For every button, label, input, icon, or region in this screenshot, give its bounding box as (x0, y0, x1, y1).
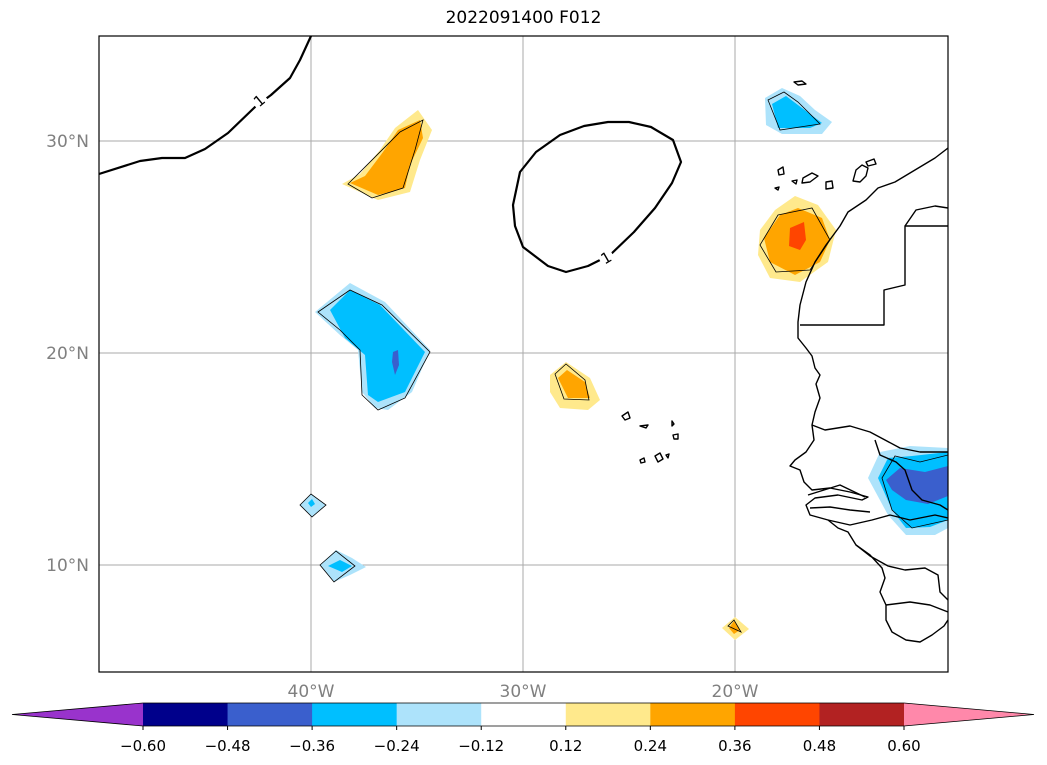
colorbar-swatch (143, 703, 229, 726)
colorbar-swatch (819, 703, 905, 726)
latitude-labels: 30°N 20°N 10°N (46, 132, 89, 576)
positive-anomaly-nw (342, 110, 432, 200)
colorbar-tick-label: 0.60 (887, 737, 920, 755)
colorbar-extend-low (12, 703, 143, 726)
lon-label-20w: 20°W (712, 682, 759, 702)
colorbar-tick-label: −0.48 (205, 737, 251, 755)
colorbar-tick-label: −0.12 (458, 737, 504, 755)
colorbar-swatch (734, 703, 820, 726)
positive-anomaly-center (550, 362, 600, 410)
negative-anomaly-w (315, 283, 431, 411)
colorbar-tick-label: 0.24 (634, 737, 667, 755)
colorbar-tick-label: −0.60 (120, 737, 166, 755)
colorbar-tick-label: 0.12 (549, 737, 582, 755)
colorbar-tick-label: 0.36 (718, 737, 751, 755)
isolines (99, 36, 683, 274)
colorbar: −0.60 −0.48 −0.36 −0.24 −0.12 0.12 0.24 0.36 0.4… (11, 702, 1035, 755)
lat-label-20n: 20°N (46, 344, 89, 364)
colorbar-tick-label: −0.24 (374, 737, 420, 755)
coastlines (621, 80, 948, 643)
colorbar-swatch (227, 703, 313, 726)
longitude-labels: 40°W 30°W 20°W (288, 682, 759, 702)
isoline-labels: 1 1 (249, 90, 616, 268)
anomaly-shading (299, 88, 948, 640)
colorbar-tick-label: 0.48 (803, 737, 836, 755)
lat-label-10n: 10°N (46, 556, 89, 576)
gridlines (99, 36, 948, 672)
colorbar-swatch (565, 703, 651, 726)
positive-anomaly-canaries (758, 196, 836, 282)
negative-anomaly-small-1 (299, 493, 327, 518)
positive-anomaly-small (722, 617, 749, 640)
negative-anomaly-small-2 (319, 550, 366, 583)
map-frame (98, 35, 949, 673)
colorbar-swatch (312, 703, 398, 726)
colorbar-swatch (396, 703, 482, 726)
colorbar-extend-high (904, 703, 1034, 726)
map-plot-area (99, 36, 948, 672)
negative-anomaly-ne (765, 88, 832, 134)
lat-label-30n: 30°N (46, 132, 89, 152)
colorbar-swatch (650, 703, 736, 726)
colorbar-swatch (481, 703, 567, 726)
negative-anomaly-se (868, 446, 948, 535)
map-title: 2022091400 F012 (445, 8, 602, 28)
colorbar-tick-label: −0.36 (289, 737, 335, 755)
lon-label-30w: 30°W (500, 682, 547, 702)
lon-label-40w: 40°W (288, 682, 335, 702)
